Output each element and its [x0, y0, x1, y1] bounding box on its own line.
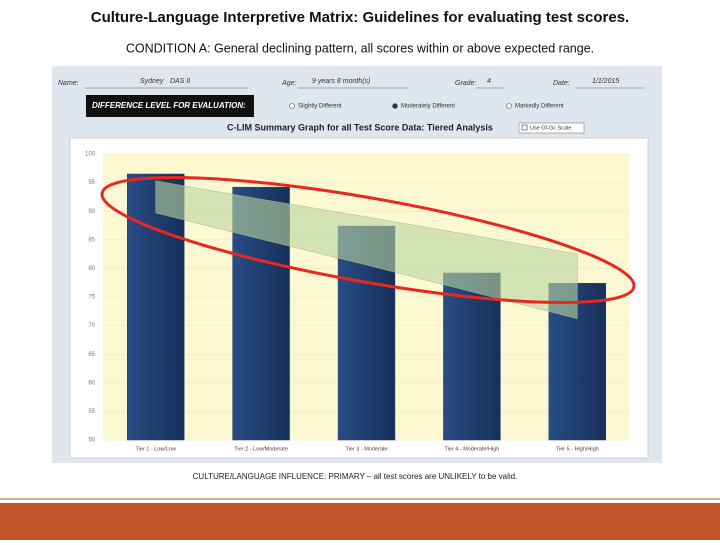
difference-box [86, 95, 254, 117]
chart-title: C-LIM Summary Graph for all Test Score D… [227, 122, 493, 132]
value: Sydney [140, 78, 164, 85]
slide-title: Culture-Language Interpretive Matrix: Gu… [91, 9, 629, 26]
bar [443, 272, 501, 441]
y-tick-label: 50 [88, 438, 95, 444]
y-tick-label: 75 [88, 295, 95, 301]
option: Markedly Different [515, 104, 564, 110]
checkbox[interactable] [521, 124, 528, 131]
label: Age: [281, 80, 296, 87]
value: 9 years 8 month(s) [312, 78, 370, 85]
x-tick-label: Tier 3 - Moderate [346, 446, 388, 452]
label: Grade: [455, 80, 476, 87]
slide-subtitle: CONDITION A: General declining pattern, … [126, 41, 594, 55]
option: Moderately Different [401, 104, 455, 110]
x-tick-label: Tier 1 - Low/Low [135, 446, 175, 452]
footer-bar [0, 503, 720, 540]
checkbox-frame [518, 122, 585, 134]
y-tick-label: 60 [88, 380, 95, 386]
bar [126, 173, 185, 441]
difference-label: DIFFERENCE LEVEL FOR EVALUATION: [92, 101, 246, 110]
x-tick-label: Tier 2 - Low/Moderate [234, 446, 288, 452]
y-tick-label: 55 [88, 409, 95, 415]
x-tick-label: Tier 5 - High/High [556, 446, 599, 452]
checkbox-label: Use Gf-Gc Scale [530, 125, 571, 131]
radio[interactable] [289, 103, 295, 109]
label: Date: [553, 80, 570, 87]
value: 4 [487, 78, 491, 85]
y-tick-label: 85 [88, 237, 95, 243]
y-tick-label: 95 [88, 180, 95, 186]
value: 1/1/2015 [592, 78, 619, 85]
y-tick-label: 70 [88, 323, 95, 329]
y-tick-label: 90 [88, 209, 95, 215]
y-tick-label: 65 [88, 352, 95, 358]
chart: 50 55 60 65 70 75 80 85 90 95 100 Tier 1 - Low/Low T… [85, 152, 630, 452]
footer-note: CULTURE/LANGUAGE INFLUENCE: PRIMARY – al… [193, 472, 518, 481]
highlight-ellipse [100, 175, 636, 305]
radio[interactable] [392, 103, 398, 109]
x-tick-label: Tier 4 - Moderate/High [444, 446, 499, 452]
label: Name: [58, 80, 79, 87]
form: Name: Sydney DAS II Age: 9 years 8 month… [58, 78, 645, 89]
value: DAS II [170, 78, 190, 85]
y-tick-label: 100 [85, 152, 96, 158]
expected-range-band [155, 180, 578, 320]
y-tick-label: 80 [88, 266, 95, 272]
option: Slightly Different [298, 104, 342, 110]
radio[interactable] [506, 103, 512, 109]
